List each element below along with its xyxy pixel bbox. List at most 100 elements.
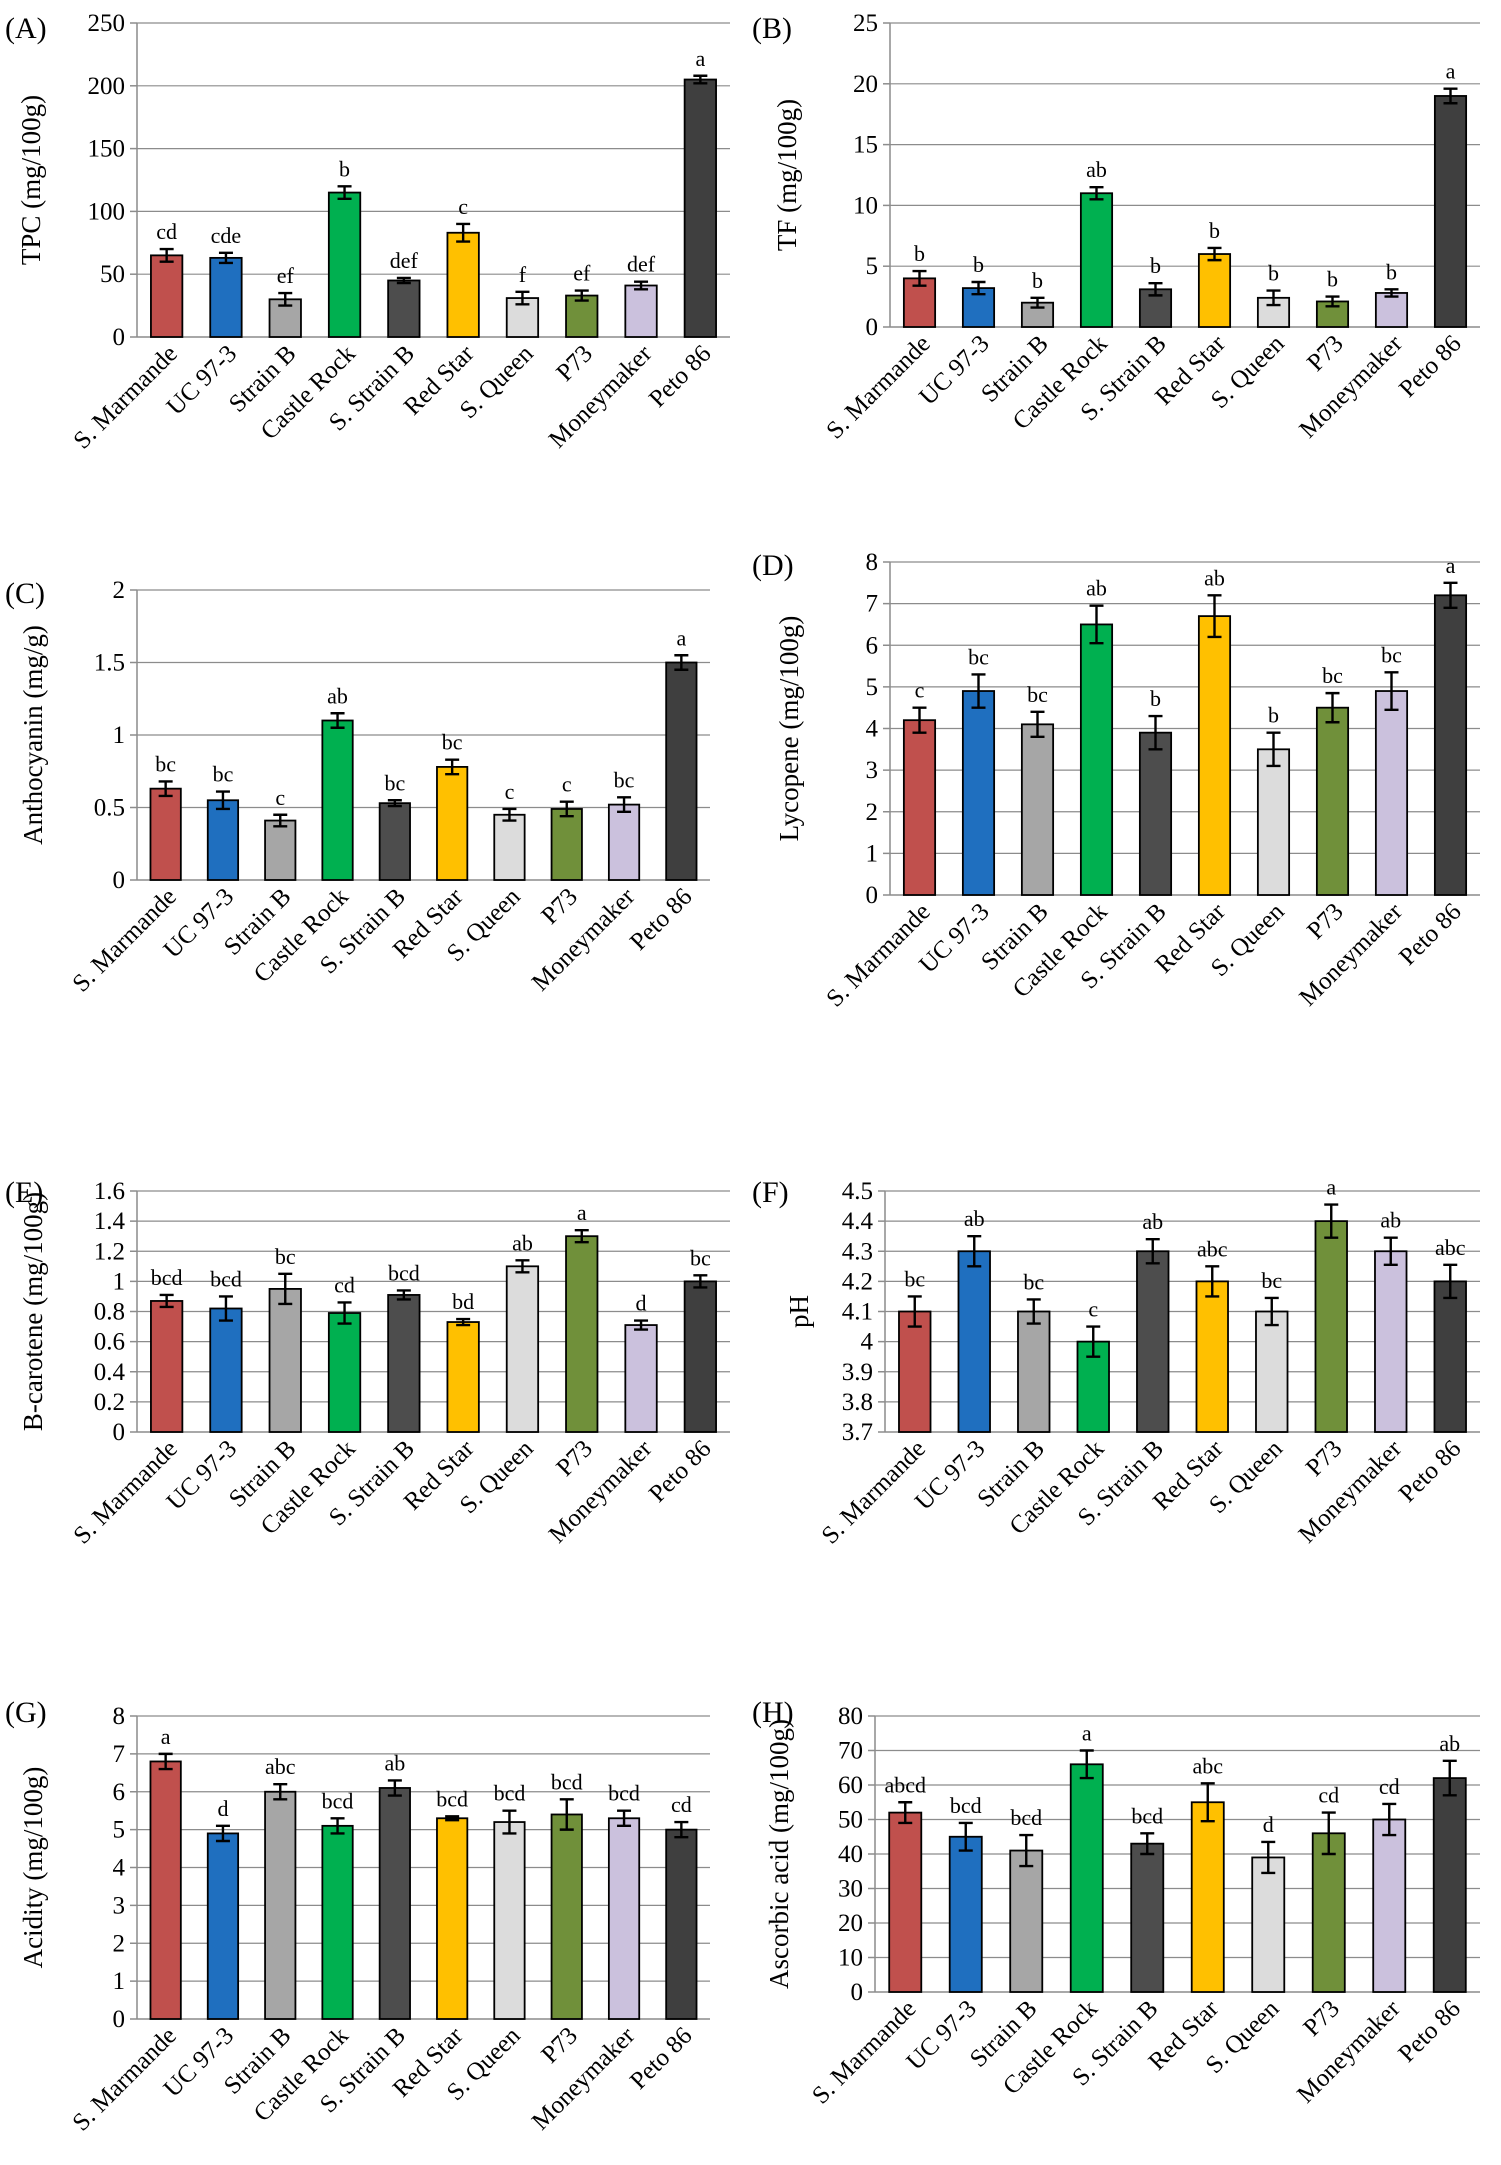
x-tick-label: P73: [551, 1435, 598, 1482]
error-bar: [159, 1293, 174, 1309]
error-bar: [1321, 1811, 1336, 1856]
significance-letter: bcd: [494, 1781, 526, 1806]
bar-uc-97-3: [209, 256, 243, 338]
error-bar: [215, 1824, 230, 1843]
bar-s-strain-b: [378, 1787, 411, 2020]
significance-letter: d: [1263, 1812, 1274, 1837]
significance-letter: bcd: [322, 1788, 354, 1813]
error-bar: [1443, 1263, 1458, 1300]
significance-letter: a: [1446, 553, 1456, 578]
significance-letter: def: [390, 248, 419, 273]
bar-castle-rock: [1079, 623, 1114, 896]
y-tick-label: 1: [113, 722, 126, 749]
error-bar: [674, 654, 689, 671]
y-tick-label: 0: [113, 867, 126, 894]
bar-red-star: [1190, 1801, 1225, 1993]
y-tick-label: 1.6: [94, 1178, 125, 1205]
y-tick-label: 0.6: [94, 1329, 125, 1356]
error-bar: [1086, 1325, 1101, 1358]
bar-peto-86: [665, 1828, 698, 2020]
bar-s-queen: [493, 1821, 526, 2020]
significance-letter: bcd: [1010, 1805, 1042, 1830]
bar-s-strain-b: [1136, 1250, 1170, 1433]
bar-strain-b: [268, 1288, 302, 1433]
x-tick-label: P73: [1298, 1995, 1345, 2042]
error-bar: [1443, 581, 1458, 609]
bar-s-queen: [1256, 748, 1291, 896]
error-bar: [330, 712, 345, 729]
bar-strain-b: [1020, 723, 1055, 896]
significance-letter: bc: [1023, 1269, 1044, 1294]
bar-s-strain-b: [1130, 1842, 1165, 1993]
bar-strain-b: [1009, 1849, 1044, 1993]
error-bar: [396, 276, 411, 285]
significance-letter: bc: [155, 751, 176, 776]
error-bar: [1383, 1236, 1398, 1267]
y-tick-label: 30: [838, 1876, 863, 1903]
bar-moneymaker: [607, 803, 641, 881]
error-bar: [1382, 1802, 1397, 1837]
y-tick-label: 0: [866, 314, 879, 341]
y-tick-label: 0: [113, 1419, 126, 1446]
significance-letter: ef: [573, 261, 591, 286]
error-bar: [159, 247, 174, 263]
bar-s-strain-b: [387, 1294, 421, 1433]
error-bar: [559, 800, 574, 818]
significance-letter: cde: [211, 223, 242, 248]
bar-p73: [550, 1813, 583, 2020]
y-tick-label: 3: [113, 1892, 126, 1919]
error-bar: [559, 1798, 574, 1831]
bar-s-marmande: [149, 1760, 182, 2020]
bar-p73: [565, 294, 599, 338]
error-bar: [958, 1821, 973, 1852]
error-bar: [574, 1228, 589, 1244]
panel-letter: (E): [5, 1176, 43, 1209]
significance-letter: ab: [1142, 1209, 1163, 1234]
significance-letter: bcd: [608, 1781, 640, 1806]
error-bar: [1442, 1759, 1457, 1797]
y-tick-label: 1.4: [94, 1208, 126, 1235]
significance-letter: bcd: [210, 1266, 242, 1291]
significance-letter: bc: [968, 644, 989, 669]
error-bar: [1325, 295, 1340, 308]
significance-letter: d: [636, 1291, 647, 1316]
x-tick-label: P73: [551, 340, 598, 387]
bar-uc-97-3: [961, 690, 996, 896]
y-tick-label: 80: [838, 1703, 863, 1730]
error-bar: [158, 780, 173, 798]
bar-strain-b: [1017, 1310, 1051, 1433]
bar-moneymaker: [1374, 1250, 1408, 1433]
error-bar: [1384, 671, 1399, 711]
y-tick-label: 4: [866, 716, 879, 743]
y-tick-label: 5: [866, 674, 879, 701]
y-tick-label: 0: [851, 1979, 864, 2006]
significance-letter: bcd: [1131, 1803, 1163, 1828]
error-bar: [1079, 1749, 1094, 1780]
significance-letter: c: [562, 772, 572, 797]
x-tick-label: Moneymaker: [1294, 898, 1408, 1012]
error-bar: [502, 1809, 517, 1835]
significance-letter: abc: [1192, 1753, 1223, 1778]
error-bar: [912, 269, 927, 287]
error-bar: [387, 1779, 402, 1797]
significance-letter: ef: [277, 263, 295, 288]
bar-peto-86: [683, 1280, 717, 1433]
y-tick-label: 7: [113, 1741, 126, 1768]
y-tick-label: 200: [88, 73, 126, 100]
bar-strain-b: [264, 1790, 297, 2020]
error-bar: [515, 290, 530, 306]
significance-letter: bcd: [551, 1769, 583, 1794]
error-bar: [693, 74, 708, 85]
significance-letter: a: [577, 1200, 587, 1225]
x-tick-label: Peto 86: [625, 883, 698, 956]
error-bar: [1200, 1782, 1215, 1823]
y-tick-label: 8: [113, 1703, 126, 1730]
significance-letter: a: [695, 46, 705, 71]
error-bar: [1205, 1265, 1220, 1298]
significance-letter: b: [339, 156, 350, 181]
error-bar: [456, 222, 471, 243]
significance-letter: abcd: [884, 1772, 926, 1797]
